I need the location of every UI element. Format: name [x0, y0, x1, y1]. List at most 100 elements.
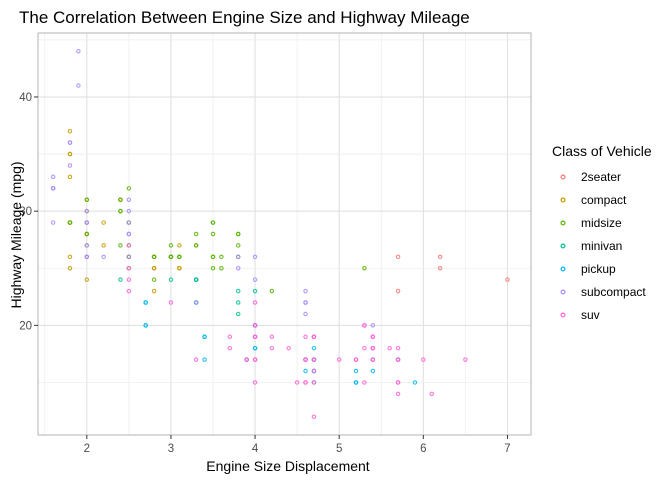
point-midsize — [84, 197, 90, 202]
point-midsize — [193, 243, 199, 248]
point-midsize — [177, 254, 182, 260]
point-2seater — [505, 277, 510, 282]
point-suv — [395, 380, 401, 385]
point-suv — [227, 345, 233, 351]
plot-panel — [37, 32, 532, 436]
point-subcompact — [126, 208, 132, 214]
point-minivan — [168, 277, 174, 282]
legend-title: Class of Vehicle — [552, 143, 652, 159]
point-midsize — [362, 266, 367, 271]
point-suv — [126, 288, 132, 294]
point-pickup — [303, 368, 308, 374]
point-suv — [395, 345, 401, 351]
point-minivan — [235, 311, 241, 317]
point-suv — [286, 345, 291, 351]
point-compact — [101, 243, 106, 248]
point-suv — [311, 380, 317, 385]
point-subcompact — [252, 254, 258, 260]
y-tick-label: 20 — [19, 320, 32, 332]
point-subcompact — [84, 220, 90, 225]
point-midsize — [118, 197, 123, 202]
x-axis: 2 3 4 5 6 7 — [84, 435, 511, 455]
grid-lines — [38, 33, 531, 435]
point-midsize — [118, 208, 123, 214]
point-midsize — [168, 243, 174, 248]
legend-key-pickup — [560, 266, 566, 272]
point-subcompact — [126, 254, 132, 260]
legend-label-2seater: 2seater — [581, 170, 621, 184]
point-compact — [84, 277, 90, 282]
point-subcompact — [76, 49, 81, 54]
y-axis-title: Highway Mileage (mpg) — [8, 161, 24, 308]
point-2seater — [437, 266, 443, 271]
point-subcompact — [235, 254, 241, 260]
point-pickup — [370, 368, 376, 374]
point-suv — [362, 345, 367, 351]
point-suv — [370, 334, 376, 340]
point-compact — [177, 266, 182, 271]
legend-key-subcompact — [560, 289, 566, 295]
point-pickup — [311, 345, 317, 351]
point-suv — [168, 300, 174, 305]
point-suv — [303, 357, 308, 362]
point-midsize — [269, 288, 275, 294]
point-2seater — [395, 254, 401, 260]
point-minivan — [252, 288, 258, 294]
y-tick-label: 30 — [19, 206, 32, 218]
point-subcompact — [126, 220, 132, 225]
point-compact — [67, 128, 73, 134]
point-suv — [303, 380, 308, 385]
point-compact — [177, 243, 182, 248]
point-subcompact — [303, 311, 308, 317]
point-2seater — [395, 288, 401, 294]
legend-label-subcompact: subcompact — [581, 285, 646, 299]
point-suv — [387, 345, 392, 351]
point-midsize — [151, 277, 157, 282]
point-2seater — [437, 254, 443, 260]
point-subcompact — [101, 254, 106, 260]
x-tick-label: 3 — [168, 443, 174, 455]
legend-key-minivan — [560, 243, 566, 249]
point-subcompact — [50, 174, 56, 180]
point-subcompact — [370, 323, 376, 328]
x-tick-label: 6 — [420, 443, 426, 455]
x-tick-label: 2 — [84, 443, 90, 455]
point-suv — [429, 391, 434, 397]
point-subcompact — [193, 300, 199, 305]
x-tick-label: 5 — [336, 443, 342, 455]
point-subcompact — [67, 163, 73, 168]
point-compact — [151, 266, 157, 271]
point-pickup — [252, 345, 258, 351]
point-suv — [193, 357, 199, 362]
legend-key-compact — [560, 197, 566, 203]
point-subcompact — [303, 300, 308, 305]
point-pickup — [353, 368, 359, 374]
point-suv — [370, 357, 376, 362]
x-axis-title: Engine Size Displacement — [206, 458, 370, 474]
point-suv — [311, 334, 317, 340]
point-midsize — [168, 254, 174, 260]
legend-key-2seater — [560, 174, 566, 180]
point-suv — [336, 357, 342, 362]
point-compact — [101, 220, 106, 225]
point-suv — [421, 357, 426, 362]
point-minivan — [193, 277, 199, 282]
point-suv — [252, 300, 258, 305]
legend-label-compact: compact — [581, 193, 627, 207]
point-suv — [294, 380, 300, 385]
point-suv — [269, 345, 275, 351]
point-midsize — [210, 266, 216, 271]
point-subcompact — [84, 208, 90, 214]
point-midsize — [219, 254, 224, 260]
point-subcompact — [50, 186, 56, 191]
point-midsize — [126, 186, 132, 191]
point-suv — [126, 266, 132, 271]
point-subcompact — [303, 288, 308, 294]
point-compact — [67, 254, 73, 260]
x-tick-label: 7 — [504, 443, 510, 455]
point-subcompact — [252, 277, 258, 282]
point-midsize — [210, 254, 216, 260]
point-suv — [252, 323, 258, 328]
point-suv — [311, 357, 317, 362]
